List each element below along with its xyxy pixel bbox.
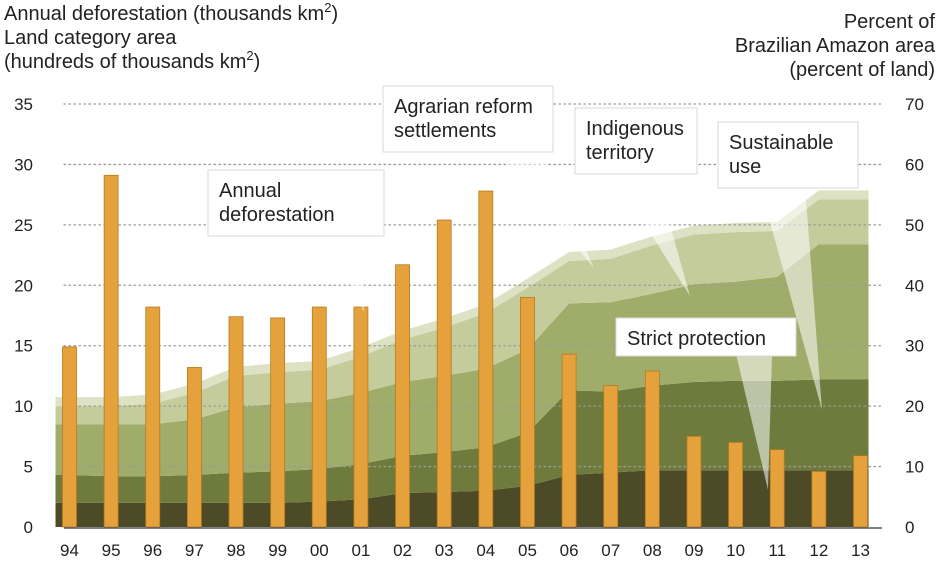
x-tick-label: 94 [60, 541, 79, 560]
callout-pointer [612, 172, 690, 296]
callout-pointer [325, 234, 364, 312]
bar-05 [520, 296, 535, 528]
callout-box [615, 317, 797, 357]
left-tick-label: 5 [24, 458, 33, 477]
callout-label: Sustainable [729, 132, 834, 154]
x-tick-label: 13 [851, 541, 870, 560]
right-header-line1: Percent of [843, 11, 935, 33]
bar-07 [603, 385, 619, 528]
bar-96 [145, 306, 161, 528]
callout-label: use [729, 156, 761, 178]
bar-01 [353, 306, 369, 528]
bar-00 [311, 306, 327, 528]
callout-strict-protection: Strict protection [615, 317, 797, 490]
area-sustainable-use [55, 244, 869, 477]
right-tick-label: 10 [905, 458, 924, 477]
x-tick-label: 02 [393, 541, 412, 560]
x-tick-label: 08 [643, 541, 662, 560]
x-tick-label: 97 [185, 541, 204, 560]
left-tick-label: 10 [14, 397, 33, 416]
right-tick-label: 20 [905, 397, 924, 416]
left-tick-label: 15 [14, 337, 33, 356]
bar-04 [478, 190, 494, 528]
bar-94 [62, 346, 77, 528]
x-tick-label: 95 [102, 541, 121, 560]
area-strict-protection [55, 470, 869, 527]
bar-08 [644, 370, 660, 528]
bar-97 [186, 367, 202, 528]
callout-label: deforestation [219, 204, 335, 226]
left-header-line1: Annual deforestation (thousands km2) [4, 0, 339, 25]
bar-09 [686, 435, 702, 528]
x-tick-label: 11 [768, 541, 786, 560]
left-tick-label: 20 [14, 276, 33, 295]
left-tick-label: 35 [14, 95, 33, 114]
callout-box [574, 107, 698, 175]
callout-label: settlements [394, 120, 496, 142]
right-tick-label: 70 [905, 95, 924, 114]
right-tick-label: 0 [905, 518, 914, 537]
bar-95 [103, 174, 119, 528]
x-tick-label: 01 [351, 541, 370, 560]
callout-box [382, 85, 554, 153]
left-tick-label: 25 [14, 216, 33, 235]
bar-99 [270, 317, 286, 528]
left-tick-label: 0 [24, 518, 33, 537]
right-tick-label: 50 [905, 216, 924, 235]
x-tick-label: 04 [476, 541, 495, 560]
x-tick-label: 96 [143, 541, 162, 560]
left-axis-header: Annual deforestation (thousands km2) Lan… [4, 0, 339, 74]
bar-02 [395, 264, 410, 528]
callout-pointer [736, 354, 772, 490]
left-header-line3: (hundreds of thousands km2) [4, 48, 261, 73]
callout-label: Agrarian reform [394, 96, 533, 118]
x-tick-label: 00 [310, 541, 329, 560]
callout-pointer [760, 186, 822, 410]
bar-03 [436, 219, 452, 528]
x-tick-label: 98 [227, 541, 246, 560]
x-tick-label: 10 [726, 541, 745, 560]
area-indigenous-territory [55, 379, 869, 503]
callout-box [207, 169, 385, 237]
right-tick-label: 30 [905, 337, 924, 356]
bar-10 [728, 441, 744, 528]
bar-12 [811, 471, 827, 528]
bars [62, 174, 868, 528]
x-tick-label: 03 [435, 541, 454, 560]
bar-06 [561, 353, 577, 528]
callout-label: Strict protection [627, 328, 766, 350]
callout-pointer [495, 150, 594, 268]
x-tick-label: 05 [518, 541, 537, 560]
left-header-line2: Land category area [4, 27, 177, 49]
bar-11 [769, 449, 785, 528]
bar-98 [228, 316, 244, 528]
right-tick-label: 60 [905, 155, 924, 174]
x-tick-label: 06 [560, 541, 579, 560]
bar-13 [853, 455, 868, 528]
right-header-line2: Brazilian Amazon area [734, 35, 935, 57]
callout-box [717, 121, 859, 189]
x-tick-label: 99 [268, 541, 287, 560]
x-tick-label: 07 [601, 541, 620, 560]
right-axis-header: Percent of Brazilian Amazon area (percen… [735, 10, 935, 82]
left-tick-label: 30 [14, 155, 33, 174]
callout-label: Annual [219, 180, 281, 202]
right-tick-label: 40 [905, 276, 924, 295]
callout-label: territory [586, 142, 654, 164]
callout-label: Indigenous [586, 118, 684, 140]
right-header-line3: (percent of land) [789, 59, 935, 81]
x-tick-label: 12 [809, 541, 828, 560]
x-tick-label: 09 [685, 541, 704, 560]
